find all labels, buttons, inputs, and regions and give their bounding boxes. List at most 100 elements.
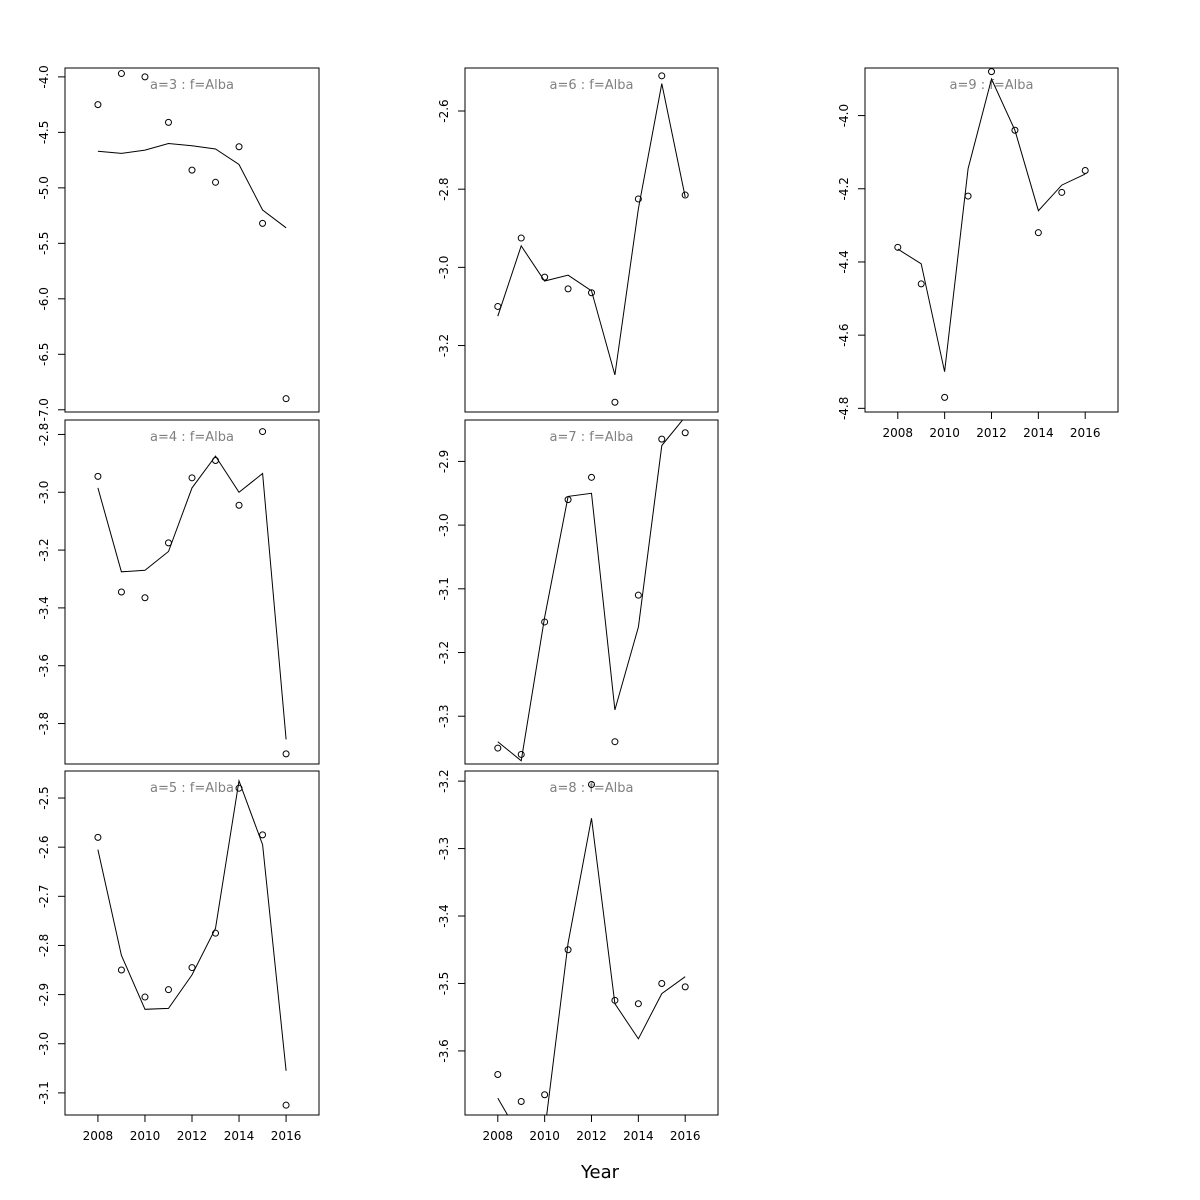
observed-point (94, 833, 102, 841)
observed-point (164, 539, 172, 547)
y-tick-label: -2.9 (37, 983, 51, 1006)
y-tick-label: -2.9 (437, 450, 451, 473)
observed-point (282, 750, 290, 758)
y-tick-label: -3.0 (37, 1032, 51, 1055)
observed-point (164, 986, 172, 994)
observed-point (634, 591, 642, 599)
x-tick-label: 2008 (483, 1129, 514, 1143)
observed-point (259, 219, 267, 227)
y-tick-label: -4.2 (837, 177, 851, 200)
observed-point (164, 118, 172, 126)
panel-title: a=7 : f=Alba (550, 430, 634, 445)
plot-frame (64, 419, 320, 765)
observed-point (494, 744, 502, 752)
fitted-line (497, 818, 686, 1115)
observed-point (1011, 126, 1019, 134)
observed-point (517, 234, 525, 242)
observed-point (541, 1091, 549, 1099)
observed-point (494, 1071, 502, 1079)
observed-point (282, 1101, 290, 1109)
y-tick-label: -7.0 (37, 398, 51, 421)
y-tick-label: -3.0 (37, 481, 51, 504)
y-tick-label: -3.2 (437, 769, 451, 792)
observed-point (94, 472, 102, 480)
observed-point (188, 964, 196, 972)
x-axis-label: Year (580, 1162, 620, 1183)
fitted-line (497, 420, 684, 762)
panel-9: a=9 : f=Alba -4.8 -4.6 -4.4 -4.2 -4.0 2008 2010… (837, 67, 1119, 440)
observed-point (117, 70, 125, 78)
y-axis: -4.8 -4.6 -4.4 -4.2 -4.0 (837, 104, 865, 420)
observed-point (681, 983, 689, 991)
y-tick-label: -2.5 (37, 786, 51, 809)
panel-8: a=8 : f=Alba -3.6 -3.5 -3.4 -3.3 -3.2 2008 2010… (437, 769, 719, 1143)
observed-point (1081, 166, 1089, 174)
observed-point (611, 996, 619, 1004)
observed-point (188, 474, 196, 482)
y-tick-label: -5.0 (37, 176, 51, 199)
y-tick-label: -2.6 (437, 99, 451, 122)
y-tick-label: -3.2 (437, 641, 451, 664)
observed-point (917, 280, 925, 288)
y-tick-label: -3.6 (37, 654, 51, 677)
y-axis: -3.8 -3.6 -3.4 -3.2 -3.0 -2.8 (37, 423, 65, 735)
y-tick-label: -2.8 (437, 177, 451, 200)
y-tick-label: -2.7 (37, 885, 51, 908)
y-tick-label: -4.0 (37, 65, 51, 88)
y-axis: -3.6 -3.5 -3.4 -3.3 -3.2 (437, 769, 465, 1063)
observed-point (235, 784, 243, 792)
panel-5: a=5 : f=Alba -3.1 -3.0 -2.9 -2.8 -2.7 -2.6 -2.5… (37, 770, 320, 1143)
x-tick-label: 2010 (929, 426, 960, 440)
observed-point (235, 501, 243, 509)
panel-title: a=3 : f=Alba (150, 78, 234, 93)
observed-point (517, 750, 525, 758)
fitted-line (897, 77, 1086, 372)
observed-point (634, 1000, 642, 1008)
observed-point (212, 456, 220, 464)
y-tick-label: -3.8 (37, 712, 51, 735)
observed-point (141, 594, 149, 602)
y-tick-label: -3.4 (37, 596, 51, 619)
y-tick-label: -3.1 (37, 1081, 51, 1104)
y-tick-label: -3.5 (437, 972, 451, 995)
panel-title: a=6 : f=Alba (550, 78, 634, 93)
observed-point (259, 831, 267, 839)
y-tick-label: -4.6 (837, 323, 851, 346)
x-tick-label: 2012 (976, 426, 1007, 440)
x-tick-label: 2014 (1023, 426, 1054, 440)
x-axis: 2008 2010 2012 2014 2016 (483, 1115, 700, 1143)
observed-point (588, 289, 595, 297)
y-tick-label: -3.3 (437, 705, 451, 728)
observed-point (564, 285, 572, 293)
plot-frame (464, 770, 719, 1116)
observed-point (212, 929, 220, 937)
plot-frame (864, 67, 1119, 413)
observed-point (541, 618, 549, 626)
observed-point (681, 191, 689, 199)
panel-7: a=7 : f=Alba -3.3 -3.2 -3.1 -3.0 -2.9 (437, 419, 719, 765)
observed-point (588, 780, 595, 788)
observed-point (212, 178, 220, 186)
observed-point (611, 738, 619, 746)
observed-point (282, 395, 290, 403)
observed-point (894, 243, 902, 251)
observed-point (658, 979, 666, 987)
fitted-line (97, 142, 287, 229)
x-tick-label: 2010 (529, 1129, 560, 1143)
observed-point (964, 192, 972, 200)
x-tick-label: 2016 (1070, 426, 1101, 440)
x-tick-label: 2016 (271, 1129, 302, 1143)
fitted-line (497, 83, 686, 376)
y-axis: -3.3 -3.2 -3.1 -3.0 -2.9 (437, 450, 465, 728)
panel-title: a=9 : f=Alba (950, 78, 1034, 93)
observed-point (541, 273, 549, 281)
x-tick-label: 2014 (623, 1129, 654, 1143)
observed-point (117, 588, 125, 596)
y-tick-label: -3.0 (437, 513, 451, 536)
panel-title: a=4 : f=Alba (150, 430, 234, 445)
x-tick-label: 2008 (883, 426, 914, 440)
observed-point (658, 72, 666, 80)
y-tick-label: -3.1 (437, 577, 451, 600)
panel-3: a=3 : f=Alba -4.0 -4.5 -5.0 -5.5 -6.0 -6.5 -7.0 (37, 65, 320, 421)
